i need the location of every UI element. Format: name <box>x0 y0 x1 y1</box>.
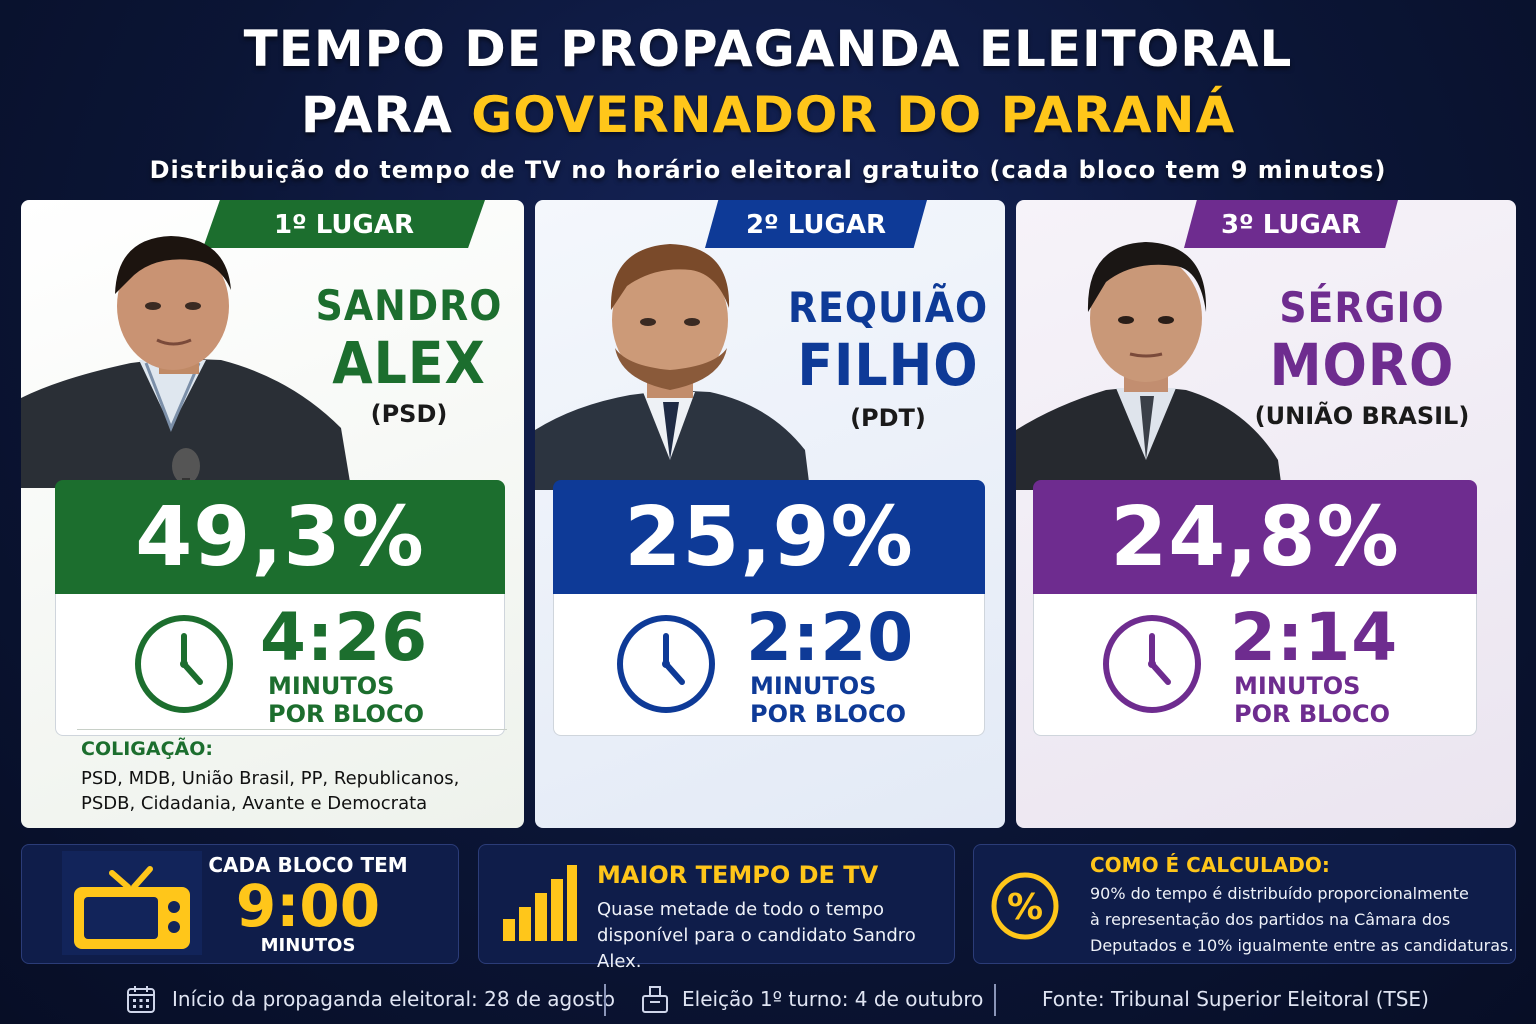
block-value: 9:00 <box>235 872 381 940</box>
footer-election-date: Eleição 1º turno: 4 de outubro <box>682 987 984 1011</box>
percent-icon: % <box>991 872 1059 940</box>
candidate-first-name: SÉRGIO <box>1279 283 1445 332</box>
tv-icon <box>62 851 202 955</box>
time-unit: MINUTOS POR BLOCO <box>1234 672 1390 728</box>
candidate-photo <box>535 244 810 490</box>
coalition-parties: PSD, MDB, União Brasil, PP, Republicanos… <box>81 766 511 816</box>
time-box: 2:20 MINUTOS POR BLOCO <box>553 594 985 736</box>
time-value: 2:20 <box>746 599 915 676</box>
title-highlight: GOVERNADOR DO PARANÁ <box>471 86 1236 144</box>
percent-box: 24,8% <box>1033 480 1477 594</box>
divider <box>77 729 507 730</box>
page-title-line2: PARA GOVERNADOR DO PARANÁ <box>0 82 1536 148</box>
calc-line1: 90% do tempo é distribuído proporcionalm… <box>1090 884 1469 903</box>
rank-badge: 2º LUGAR <box>705 200 927 248</box>
page-title-line1: TEMPO DE PROPAGANDA ELEITORAL <box>243 20 1293 78</box>
calc-text: 90% do tempo é distribuído proporcionalm… <box>1090 881 1513 959</box>
block-info-box: CADA BLOCO TEM 9:00 MINUTOS <box>21 844 459 964</box>
time-box: 4:26 MINUTOS POR BLOCO <box>55 594 505 736</box>
clock-icon <box>135 615 233 713</box>
time-box: 2:14 MINUTOS POR BLOCO <box>1033 594 1477 736</box>
footer-divider <box>604 984 606 1016</box>
block-unit: MINUTOS <box>260 935 356 956</box>
candidate-photo <box>1016 242 1282 490</box>
calc-line3: Deputados e 10% igualmente entre as cand… <box>1090 936 1514 955</box>
candidate-card-3: 3º LUGAR SÉRGIO MORO (UNIÃO BRASIL) 24,8… <box>1016 200 1516 828</box>
clock-icon <box>1103 615 1201 713</box>
max-tv-text: Quase metade de todo o tempo disponível … <box>597 897 954 975</box>
calc-line2: à representação dos partidos na Câmara d… <box>1090 910 1451 929</box>
time-unit-line1: MINUTOS <box>750 672 877 700</box>
max-tv-line2: disponível para o candidato Sandro Alex. <box>597 925 916 972</box>
candidate-photo <box>21 236 351 488</box>
time-value: 2:14 <box>1230 599 1399 676</box>
calendar-icon <box>127 986 155 1013</box>
svg-text:%: % <box>1007 887 1043 928</box>
percent-box: 25,9% <box>553 480 985 594</box>
candidate-first-name: REQUIÃO <box>787 283 989 332</box>
bar-chart-icon <box>503 865 577 941</box>
candidate-name: SANDRO ALEX <box>291 280 524 394</box>
coalition-title: COLIGAÇÃO: <box>81 738 213 760</box>
clock-icon <box>617 615 715 713</box>
candidate-party: (UNIÃO BRASIL) <box>1254 402 1470 430</box>
percent-box: 49,3% <box>55 480 505 594</box>
ballot-box-icon <box>642 986 668 1013</box>
max-tv-title: MAIOR TEMPO DE TV <box>597 861 879 889</box>
rank-badge: 3º LUGAR <box>1184 200 1398 248</box>
candidate-first-name: SANDRO <box>315 281 503 330</box>
rank-badge: 1º LUGAR <box>203 200 485 248</box>
coalition-line2: PSDB, Cidadania, Avante e Democrata <box>81 793 428 814</box>
candidate-party: (PDT) <box>850 404 926 432</box>
candidate-party: (PSD) <box>370 400 448 428</box>
time-unit-line2: POR BLOCO <box>1234 700 1390 728</box>
coalition-line1: PSD, MDB, União Brasil, PP, Republicanos… <box>81 768 460 789</box>
max-tv-box: MAIOR TEMPO DE TV Quase metade de todo o… <box>478 844 955 972</box>
footer-start-date: Início da propaganda eleitoral: 28 de ag… <box>172 987 615 1011</box>
footer-source: Fonte: Tribunal Superior Eleitoral (TSE) <box>1042 987 1429 1011</box>
time-value: 4:26 <box>260 599 429 676</box>
time-unit-line2: POR BLOCO <box>750 700 906 728</box>
time-unit: MINUTOS POR BLOCO <box>268 672 424 728</box>
block-label: CADA BLOCO TEM <box>208 853 408 877</box>
candidate-card-1: 1º LUGAR SANDRO ALEX (PSD) 49,3% 4:26 MI… <box>21 200 524 828</box>
page-subtitle: Distribuição do tempo de TV no horário e… <box>149 156 1387 184</box>
candidate-name: REQUIÃO FILHO <box>771 282 1005 396</box>
time-unit-line1: MINUTOS <box>268 672 395 700</box>
candidate-last-name: ALEX <box>332 329 486 397</box>
time-unit-line1: MINUTOS <box>1234 672 1361 700</box>
title-prefix: PARA <box>300 86 453 144</box>
footer-divider <box>994 984 996 1016</box>
candidate-name: SÉRGIO MORO <box>1234 282 1490 396</box>
candidate-last-name: MORO <box>1269 331 1455 399</box>
calc-info-box: % COMO É CALCULADO: 90% do tempo é distr… <box>973 844 1516 964</box>
time-unit: MINUTOS POR BLOCO <box>750 672 906 728</box>
max-tv-line1: Quase metade de todo o tempo <box>597 899 884 920</box>
time-unit-line2: POR BLOCO <box>268 700 424 728</box>
candidate-last-name: FILHO <box>797 331 979 399</box>
calc-title: COMO É CALCULADO: <box>1090 853 1330 877</box>
candidate-card-2: 2º LUGAR REQUIÃO FILHO (PDT) 25,9% 2:20 … <box>535 200 1005 828</box>
